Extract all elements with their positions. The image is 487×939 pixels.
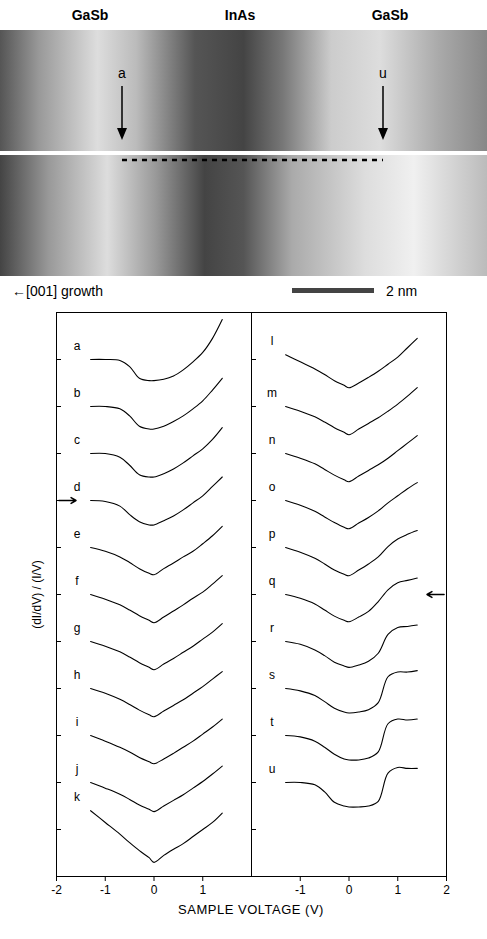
svg-text:g: g [74,621,81,635]
svg-text:h: h [74,668,81,682]
svg-text:0: 0 [151,883,158,897]
svg-text:a: a [74,339,81,353]
svg-text:e: e [74,527,81,541]
svg-text:c: c [74,433,80,447]
svg-text:u: u [379,65,387,81]
svg-text:-2: -2 [51,883,62,897]
svg-text:←[001] growth: ←[001] growth [12,283,103,299]
svg-text:k: k [74,790,81,804]
svg-text:j: j [75,762,79,776]
svg-text:b: b [74,386,81,400]
svg-text:o: o [269,480,276,494]
svg-text:l: l [271,334,274,348]
svg-text:(dI/dV) / (I/V): (dI/dV) / (I/V) [30,560,44,629]
svg-text:r: r [270,621,274,635]
svg-text:0: 0 [346,883,353,897]
svg-text:a: a [118,65,126,81]
svg-text:1: 1 [394,883,401,897]
svg-text:f: f [75,574,79,588]
svg-text:t: t [270,715,274,729]
svg-text:GaSb: GaSb [372,7,409,23]
svg-text:d: d [74,480,81,494]
svg-text:2 nm: 2 nm [386,283,417,299]
svg-text:InAs: InAs [225,7,256,23]
svg-text:2: 2 [443,883,450,897]
svg-text:m: m [267,386,277,400]
svg-text:1: 1 [199,883,206,897]
svg-text:GaSb: GaSb [72,7,109,23]
html-text:SAMPLE VOLTAGE (V): SAMPLE VOLTAGE (V) [178,902,324,917]
svg-text:p: p [269,527,276,541]
svg-text:u: u [269,762,276,776]
svg-text:s: s [269,668,275,682]
svg-text:-1: -1 [100,883,111,897]
svg-text:i: i [76,715,79,729]
svg-text:n: n [269,433,276,447]
svg-text:q: q [269,574,276,588]
svg-text:-1: -1 [295,883,306,897]
